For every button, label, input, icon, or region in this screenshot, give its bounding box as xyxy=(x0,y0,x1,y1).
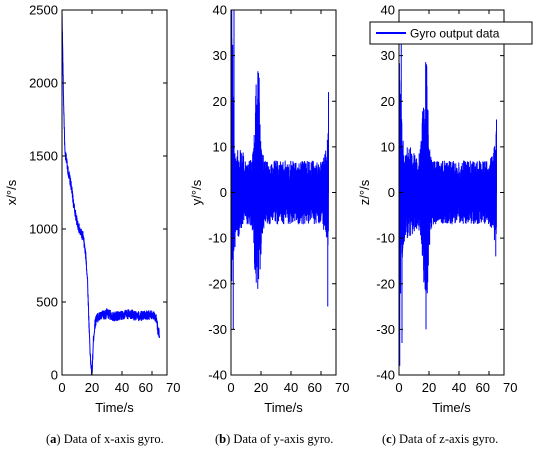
axes-box xyxy=(61,9,168,376)
x-tick-label-3: 60 xyxy=(139,380,153,395)
caption-label: a xyxy=(50,432,57,446)
y-tick-label-2: 1000 xyxy=(29,222,58,237)
y-tick-label-8: 40 xyxy=(381,3,395,18)
x-tick-label-2: 40 xyxy=(452,380,466,395)
y-tick-label-4: 2000 xyxy=(29,76,58,91)
y-tick-label-4: 0 xyxy=(220,185,227,200)
x-tick-label-0: 0 xyxy=(395,380,402,395)
x-tick-label-3: 60 xyxy=(308,380,322,395)
x-axis-label: Time/s xyxy=(95,400,134,415)
y-tick-label-2: -20 xyxy=(208,276,227,291)
x-axis-chart: 0 20 40 60 70 0 500 1000 1500 2000 2500 Time/s x/°/s xyxy=(4,3,180,416)
y-axis-label: x/°/s xyxy=(4,179,19,205)
y-tick-label-7: 30 xyxy=(213,48,227,63)
x-tick-label-0: 0 xyxy=(58,380,65,395)
x-tick-label-1: 20 xyxy=(422,380,436,395)
y-axis-label: z/°/s xyxy=(357,179,372,205)
y-tick-label-3: -10 xyxy=(376,231,395,246)
x-tick-label-4: 70 xyxy=(166,380,180,395)
x-axis-label: Time/s xyxy=(264,400,303,415)
y-tick-label-0: 0 xyxy=(51,368,58,383)
y-tick-label-8: 40 xyxy=(213,3,227,18)
y-tick-label-5: 2500 xyxy=(29,3,58,18)
y-tick-label-4: 0 xyxy=(388,185,395,200)
caption-text: Data of z-axis gyro. xyxy=(395,432,499,446)
caption-label: c xyxy=(386,432,392,446)
y-tick-label-3: -10 xyxy=(208,231,227,246)
x-tick-label-3: 60 xyxy=(476,380,490,395)
y-axis-chart: 0 20 40 60 70 -40 -30 -20 -10 0 10 20 30 40 Time/s y/°/… xyxy=(189,3,349,416)
y-tick-label-3: 1500 xyxy=(29,149,58,164)
caption-z-axis: (c) Data of z-axis gyro. xyxy=(382,432,499,446)
legend-box xyxy=(369,21,533,45)
y-tick-label-1: 500 xyxy=(36,295,58,310)
x-tick-label-2: 40 xyxy=(284,380,298,395)
x-tick-label-0: 0 xyxy=(227,380,234,395)
y-tick-label-1: -30 xyxy=(376,322,395,337)
x-tick-label-1: 20 xyxy=(254,380,268,395)
y-tick-label-5: 10 xyxy=(381,139,395,154)
caption-text: Data of x-axis gyro. xyxy=(60,432,164,446)
y-tick-label-7: 30 xyxy=(381,48,395,63)
y-tick-label-0: -40 xyxy=(376,368,395,383)
y-tick-label-0: -40 xyxy=(208,368,227,383)
series-line-0 xyxy=(61,9,160,375)
x-tick-label-1: 20 xyxy=(85,380,99,395)
x-tick-label-4: 70 xyxy=(503,380,517,395)
series-line-1 xyxy=(230,10,329,330)
y-tick-label-6: 20 xyxy=(213,94,227,109)
y-tick-label-6: 20 xyxy=(381,94,395,109)
caption-y-axis: (b) Data of y-axis gyro. xyxy=(215,432,334,446)
y-tick-label-2: -20 xyxy=(376,276,395,291)
series-line-2 xyxy=(398,23,497,366)
z-axis-chart: 0 20 40 60 70 -40 -30 -20 -10 0 10 20 30 40 Time/s z/°/… xyxy=(357,3,517,416)
legend-label: Gyro output data xyxy=(410,27,500,41)
y-axis-label: y/°/s xyxy=(189,179,204,205)
x-tick-label-4: 70 xyxy=(335,380,349,395)
y-tick-label-5: 10 xyxy=(213,139,227,154)
x-axis-label: Time/s xyxy=(432,400,471,415)
y-tick-label-1: -30 xyxy=(208,322,227,337)
caption-label: b xyxy=(219,432,227,446)
caption-text: Data of y-axis gyro. xyxy=(230,432,334,446)
legend: Gyro output data xyxy=(369,21,533,45)
caption-x-axis: (a) Data of x-axis gyro. xyxy=(46,432,164,446)
x-tick-label-2: 40 xyxy=(115,380,129,395)
